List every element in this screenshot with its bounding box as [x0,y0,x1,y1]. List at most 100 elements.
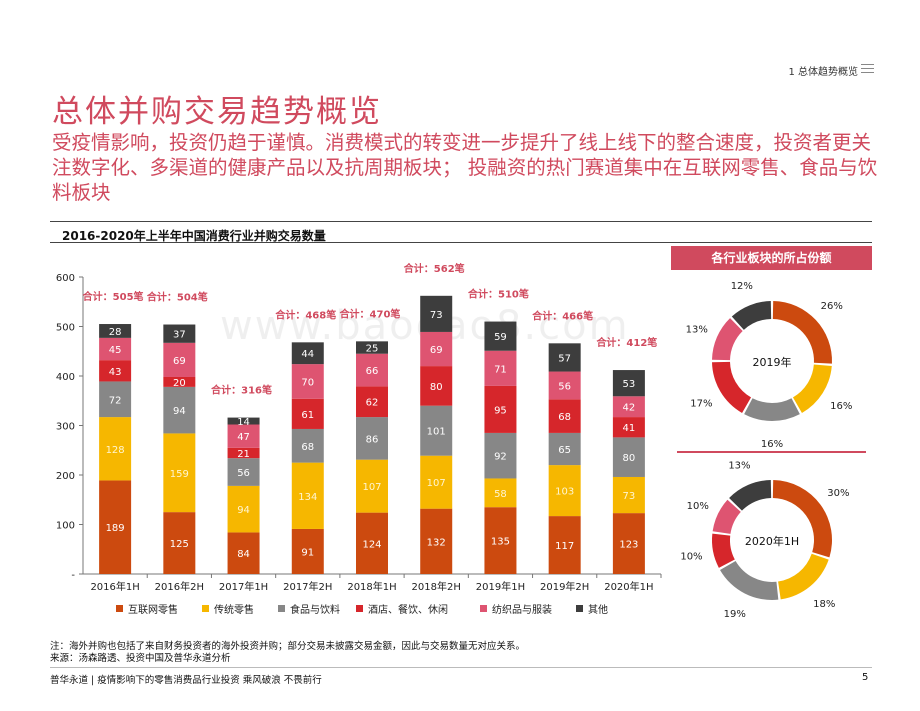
footer-text: 普华永道 | 疫情影响下的零售消费品行业投资 乘风破浪 不畏前行 [50,675,322,686]
y-tick-label: 200 [56,471,75,482]
donut-percent-label: 13% [728,461,750,472]
page-number: 5 [862,672,869,683]
bar-value-label: 14 [237,417,250,428]
x-tick-label: 2019年2H [540,580,589,593]
donut-slice [792,364,832,413]
bar-value-label: 101 [427,427,446,438]
bar-segment [99,360,132,382]
legend-label: 食品与饮料 [290,603,340,616]
bar-value-label: 43 [109,367,122,378]
divider [50,221,872,222]
bar-value-label: 94 [237,505,250,516]
bar-segment [548,399,581,433]
donut-percent-label: 12% [731,281,753,292]
bar-segment [420,295,453,332]
bar-segment [356,386,388,418]
bar-value-label: 68 [301,442,314,453]
footnote: 注：海外并购也包括了来自财务投资者的海外投资并购；部分交易未披露交易金额，因此与… [50,641,525,665]
donut-slice [712,318,743,361]
bar-value-label: 132 [427,537,446,548]
bar-segment [163,342,196,377]
bar-value-label: 128 [106,445,125,456]
bar-segment [99,417,132,481]
divider [50,667,872,668]
bar-segment [163,512,196,574]
y-tick-label: 100 [56,521,75,532]
y-tick-label: 300 [56,422,75,433]
subtitle: 受疫情影响，投资仍趋于谨慎。消费模式的转变进一步提升了线上线下的整合速度，投资者… [52,131,878,204]
bar-segment [99,324,132,338]
bar-value-label: 107 [427,478,446,489]
donut-percent-label: 10% [680,551,702,562]
bar-segment [227,447,260,459]
bar-value-label: 62 [366,398,379,409]
x-tick-label: 2019年1H [476,580,525,593]
bar-segment [484,432,517,479]
x-tick-label: 2016年1H [90,580,139,593]
donut-slice [731,301,772,330]
bar-value-label: 56 [558,381,571,392]
bar-value-label: 59 [494,332,507,343]
bar-total-label: 合计：466笔 [531,309,593,322]
bar-segment [227,485,260,533]
menu-icon [861,64,874,73]
bar-value-label: 69 [430,345,443,356]
bar-value-label: 80 [430,382,443,393]
bar-segment [227,417,260,425]
y-tick-label: - [71,570,75,581]
donut-slice [772,301,832,364]
bar-value-label: 86 [366,434,379,445]
bar-value-label: 47 [237,432,250,443]
bar-total-label: 合计：562笔 [403,262,465,275]
donut-percent-label: 18% [813,599,835,610]
donut-percent-label: 19% [724,609,746,620]
bar-value-label: 73 [623,491,636,502]
bar-value-label: 25 [366,344,379,355]
bar-segment [484,385,517,433]
footnote-line: 注：海外并购也包括了来自财务投资者的海外投资并购；部分交易未披露交易金额，因此与… [50,641,526,652]
donut-slice [712,499,741,534]
bar-value-label: 21 [237,449,250,460]
bar-segment [548,465,581,517]
bar-segment [227,532,260,574]
bar-value-label: 69 [173,356,186,367]
bar-value-label: 107 [362,482,381,493]
bar-segment [548,371,581,400]
bar-segment [548,343,581,372]
bar-total-label: 合计：510笔 [467,288,529,301]
legend-swatch [202,605,209,612]
chart-title: 2016-2020年上半年中国消费行业并购交易数量 [62,229,326,243]
donut-percent-label: 16% [830,401,852,412]
bar-segment [163,324,196,343]
bar-segment [163,433,196,513]
donut-center-label: 2019年 [753,355,792,369]
bar-value-label: 56 [237,468,250,479]
bar-value-label: 72 [109,395,122,406]
legend-label: 酒店、餐饮、休闲 [368,603,448,616]
bar-segment [612,396,645,418]
bar-segment [548,516,581,574]
bar-segment [291,364,324,399]
bar-value-label: 125 [170,539,189,550]
bar-value-label: 28 [109,327,122,338]
donut-slice [712,361,752,413]
legend-label: 其他 [588,603,608,616]
bar-segment [484,321,517,351]
bar-value-label: 94 [173,406,186,417]
section-tag: 1 总体趋势概览 [788,67,858,78]
donut-percent-label: 10% [687,501,709,512]
donut-slice [772,480,832,558]
bar-segment [420,366,453,406]
bar-value-label: 92 [494,452,507,463]
y-tick-label: 500 [56,323,75,334]
bar-segment [484,478,517,508]
legend-label: 传统零售 [214,603,254,616]
donut-slice [778,553,829,600]
bar-total-label: 合计：468笔 [274,308,336,321]
bar-value-label: 80 [623,453,636,464]
page-title: 总体并购交易趋势概览 [52,94,382,130]
bar-segment [356,459,388,513]
bar-value-label: 37 [173,330,186,341]
bar-segment [291,462,324,529]
